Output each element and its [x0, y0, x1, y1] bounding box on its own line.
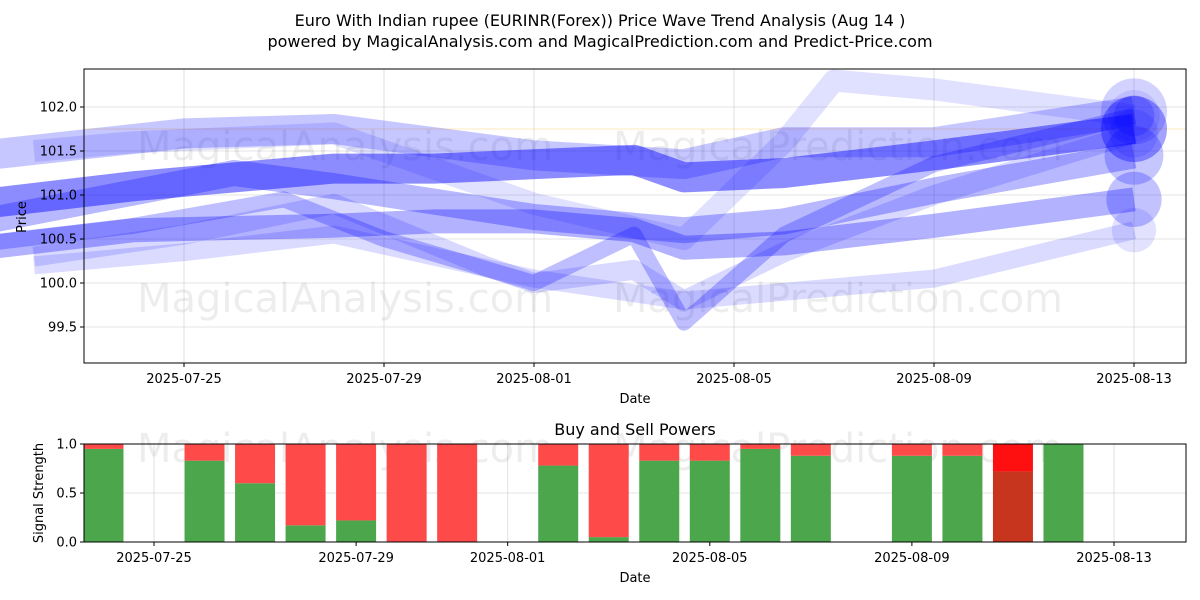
- power-chart-y-ticks: 0.0 0.5 1.0: [56, 438, 84, 551]
- sell-power-bar: [336, 444, 377, 521]
- sell-power-bar: [437, 444, 478, 542]
- price-x-tick-label: 2025-08-13: [1096, 372, 1172, 387]
- buy-power-bar: [285, 525, 326, 542]
- power-chart-title: Buy and Sell Powers: [554, 420, 716, 439]
- price-wave-band: [33, 69, 1136, 250]
- power-y-tick-label: 1.0: [56, 438, 77, 453]
- watermark-prediction-bottom: MagicalPrediction.com: [613, 276, 1063, 322]
- price-wave-band: [33, 221, 1137, 310]
- watermark-prediction-top: MagicalPrediction.com: [613, 124, 1063, 170]
- price-chart-x-ticks: 2025-07-25 2025-07-29 2025-08-01 2025-08-05…: [146, 363, 1172, 387]
- buy-power-bar: [740, 448, 781, 542]
- price-wave-endcap: [1104, 125, 1164, 185]
- price-x-tick-label: 2025-08-05: [696, 372, 772, 387]
- sell-power-bar: [790, 444, 831, 456]
- sell-power-bar: [588, 444, 629, 538]
- power-chart-x-ticks: 2025-07-25 2025-07-29 2025-08-01 2025-08-05…: [116, 542, 1152, 566]
- buy-power-bar: [588, 537, 629, 542]
- sell-power-bar: [235, 444, 276, 484]
- buy-power-bar: [942, 455, 983, 542]
- power-y-tick-label: 0.5: [56, 487, 77, 502]
- buy-power-bar: [184, 460, 225, 542]
- sell-power-bar: [992, 444, 1033, 472]
- buy-power-bar: [992, 471, 1033, 542]
- price-chart: MagicalAnalysis.com MagicalPrediction.co…: [0, 68, 1187, 407]
- figure-title-line1: Euro With Indian rupee (EURINR(Forex)) P…: [295, 11, 906, 30]
- price-wave-endcap: [1101, 78, 1167, 145]
- price-wave-band: [0, 142, 1137, 244]
- sell-power-bar: [538, 444, 579, 466]
- sell-power-bar: [891, 444, 932, 456]
- price-x-tick-label: 2025-08-09: [896, 372, 972, 387]
- sell-power-bar: [942, 444, 983, 456]
- buy-power-bar: [83, 448, 124, 542]
- sell-power-bar: [740, 444, 781, 449]
- price-y-tick-label: 100.0: [40, 277, 77, 292]
- price-wave-band: [0, 108, 1136, 331]
- buy-power-bar: [235, 483, 276, 542]
- power-chart-ylabel: Signal Strength: [32, 443, 47, 543]
- power-x-tick-label: 2025-08-01: [470, 551, 546, 566]
- price-chart-grid: [84, 69, 1186, 363]
- power-x-tick-label: 2025-08-09: [874, 551, 950, 566]
- sell-power-bar: [386, 444, 427, 542]
- power-bars: [83, 444, 1084, 542]
- buy-power-bar: [639, 460, 680, 542]
- price-chart-watermarks: MagicalAnalysis.com MagicalPrediction.co…: [137, 124, 1063, 322]
- price-chart-ylabel: Price: [15, 201, 30, 233]
- power-chart: Buy and Sell Powers MagicalAnalysis.com …: [32, 420, 1187, 586]
- buy-power-bar: [689, 460, 730, 542]
- buy-power-bar: [336, 520, 377, 542]
- power-x-tick-label: 2025-08-05: [672, 551, 748, 566]
- price-x-tick-label: 2025-07-29: [346, 372, 422, 387]
- buy-power-bar: [1043, 444, 1084, 542]
- sell-power-bar: [184, 444, 225, 461]
- sell-power-bar: [639, 444, 680, 461]
- sell-power-bar: [83, 444, 124, 449]
- price-y-tick-label: 101.5: [40, 145, 77, 160]
- price-wave-bands: [0, 69, 1167, 331]
- price-chart-frame: [83, 68, 1187, 364]
- price-y-tick-label: 100.5: [40, 233, 77, 248]
- watermark-prediction-power: MagicalPrediction.com: [613, 426, 1063, 472]
- power-x-tick-label: 2025-08-13: [1076, 551, 1152, 566]
- price-wave-band: [0, 96, 1137, 180]
- buy-power-bar: [891, 455, 932, 542]
- price-chart-y-ticks: 99.5 100.0 100.5 101.0 101.5 102.0: [40, 101, 84, 336]
- price-wave-band: [0, 187, 1136, 260]
- power-x-tick-label: 2025-07-29: [318, 551, 394, 566]
- price-wave-endcap: [1110, 109, 1158, 158]
- price-x-tick-label: 2025-08-01: [496, 372, 572, 387]
- price-wave-endcap: [1111, 208, 1157, 253]
- price-y-tick-label: 99.5: [48, 321, 77, 336]
- figure-title-line2: powered by MagicalAnalysis.com and Magic…: [267, 32, 932, 51]
- watermark-analysis-top: MagicalAnalysis.com: [137, 124, 553, 170]
- watermark-analysis-bottom: MagicalAnalysis.com: [137, 276, 553, 322]
- buy-power-bar: [538, 465, 579, 542]
- sell-power-bar: [285, 444, 326, 526]
- price-y-tick-label: 102.0: [40, 101, 77, 116]
- power-x-tick-label: 2025-07-25: [116, 551, 192, 566]
- price-x-tick-label: 2025-07-25: [146, 372, 222, 387]
- price-wave-endcap: [1106, 171, 1162, 227]
- power-y-tick-label: 0.0: [56, 536, 77, 551]
- price-wave-endcap: [1108, 90, 1160, 142]
- price-wave-band: [32, 123, 1137, 311]
- sell-power-bar: [689, 444, 730, 461]
- price-wave-endcap: [1101, 96, 1167, 162]
- price-wave-band: [0, 114, 1136, 218]
- buy-power-bar: [790, 455, 831, 542]
- price-wave-endcap: [1113, 95, 1155, 137]
- price-y-tick-label: 101.0: [40, 189, 77, 204]
- power-chart-xlabel: Date: [619, 571, 650, 586]
- price-chart-xlabel: Date: [619, 392, 650, 407]
